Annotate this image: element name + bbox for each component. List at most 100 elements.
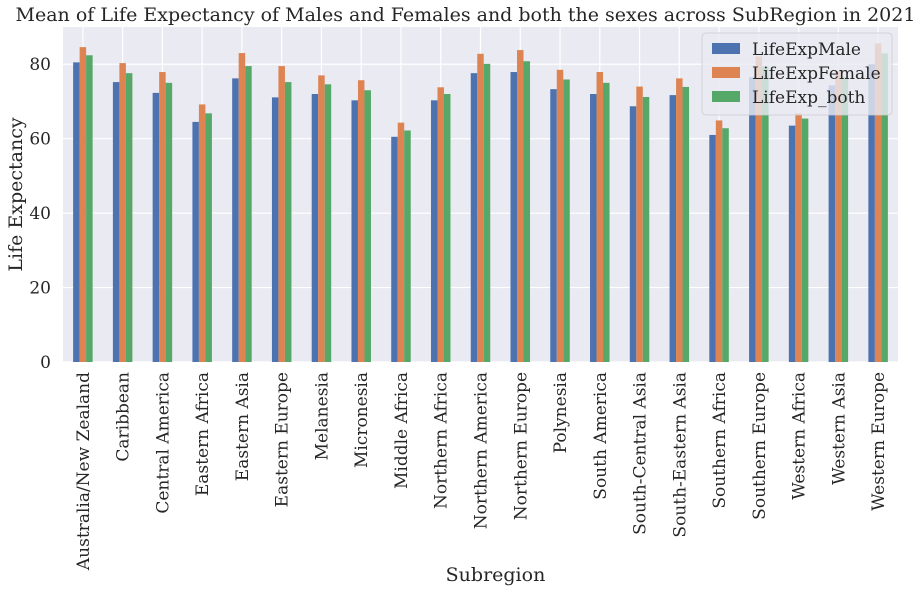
bar-lifeexpfemale bbox=[636, 86, 643, 363]
bar-lifeexpfemale bbox=[318, 75, 325, 362]
bar-lifeexpfemale bbox=[795, 113, 802, 362]
bar-lifeexpmale bbox=[470, 73, 478, 363]
bar-lifeexpmale bbox=[391, 136, 398, 362]
x-tick-label: South-Eastern Asia bbox=[670, 372, 690, 538]
y-tick-label: 60 bbox=[29, 130, 51, 150]
legend-swatch bbox=[712, 67, 740, 78]
bar-lifeexpmale bbox=[232, 78, 239, 362]
bar-lifeexpfemale bbox=[198, 104, 206, 362]
bar-lifeexpmale bbox=[311, 94, 319, 362]
bar-lifeexpmale bbox=[749, 77, 756, 362]
x-tick-label: Western Europe bbox=[869, 372, 889, 511]
bar-lifeexp-both bbox=[483, 63, 491, 362]
bar-lifeexpmale bbox=[430, 100, 438, 363]
y-axis-label: Life Expectancy bbox=[5, 117, 27, 271]
bar-lifeexp-both bbox=[205, 113, 212, 362]
y-tick-label: 40 bbox=[29, 204, 51, 224]
legend-box bbox=[701, 32, 893, 116]
x-tick-label: Western Africa bbox=[790, 372, 810, 500]
bar-lifeexpmale bbox=[152, 92, 160, 362]
bar-lifeexp-both bbox=[841, 76, 849, 362]
legend: LifeExpMale LifeExpFemale LifeExp_both bbox=[701, 32, 893, 116]
bar-lifeexp-both bbox=[125, 73, 133, 363]
bar-lifeexp-both bbox=[165, 82, 173, 362]
bar-lifeexp-both bbox=[523, 61, 531, 362]
bar-lifeexpmale bbox=[271, 97, 279, 362]
bar-lifeexpmale bbox=[112, 82, 120, 362]
bar-lifeexp-both bbox=[245, 66, 252, 362]
bar-lifeexpfemale bbox=[755, 56, 763, 363]
y-tick-label: 20 bbox=[29, 279, 51, 299]
x-tick-label: South America bbox=[591, 372, 611, 500]
bar-lifeexp-both bbox=[443, 94, 451, 362]
bar-lifeexp-both bbox=[86, 55, 93, 363]
bar-lifeexp-both bbox=[324, 84, 332, 363]
bars-group bbox=[73, 43, 888, 363]
bar-lifeexpmale bbox=[510, 72, 518, 363]
bar-lifeexpfemale bbox=[79, 47, 87, 362]
legend-label: LifeExpFemale bbox=[752, 64, 881, 84]
bar-lifeexpfemale bbox=[835, 70, 842, 362]
bar-lifeexpfemale bbox=[278, 66, 285, 362]
chart-title: Mean of Life Expectancy of Males and Fem… bbox=[16, 4, 915, 26]
bar-lifeexpmale bbox=[192, 121, 199, 363]
x-tick-label: Australia/New Zealand bbox=[74, 372, 94, 571]
bar-lifeexpfemale bbox=[119, 63, 126, 362]
bar-lifeexp-both bbox=[881, 53, 888, 363]
legend-swatch bbox=[712, 43, 740, 54]
bar-lifeexpmale bbox=[868, 64, 875, 362]
bar-lifeexpfemale bbox=[676, 78, 683, 362]
x-tick-label: Northern America bbox=[472, 372, 492, 529]
x-axis-ticks: Australia/New Zealand Caribbean Central Am… bbox=[74, 372, 889, 571]
x-tick-label: Northern Europe bbox=[511, 372, 531, 520]
bar-lifeexpmale bbox=[828, 85, 836, 362]
x-tick-label: Central America bbox=[153, 372, 173, 514]
bar-lifeexp-both bbox=[404, 130, 411, 362]
bar-lifeexpmale bbox=[351, 100, 358, 363]
bar-lifeexpmale bbox=[550, 89, 557, 363]
bar-lifeexpmale bbox=[669, 95, 677, 362]
legend-label: LifeExp_both bbox=[752, 88, 865, 108]
x-tick-label: Middle Africa bbox=[392, 372, 412, 489]
x-tick-label: Micronesia bbox=[352, 372, 372, 468]
x-tick-label: Southern Europe bbox=[750, 372, 770, 520]
bar-lifeexpmale bbox=[709, 134, 716, 362]
y-tick-label: 80 bbox=[29, 55, 51, 75]
bar-lifeexp-both bbox=[801, 118, 809, 362]
x-tick-label: Western Asia bbox=[829, 372, 849, 485]
bar-lifeexpmale bbox=[590, 94, 597, 362]
bar-lifeexp-both bbox=[682, 86, 690, 362]
bar-lifeexp-both bbox=[563, 79, 570, 362]
bar-lifeexpfemale bbox=[596, 72, 604, 363]
y-tick-label: 0 bbox=[40, 353, 51, 373]
bar-lifeexp-both bbox=[722, 128, 729, 362]
x-tick-label: Northern Africa bbox=[432, 372, 452, 509]
x-tick-label: Melanesia bbox=[312, 372, 332, 460]
x-axis-label: Subregion bbox=[446, 564, 546, 586]
bar-lifeexpfemale bbox=[238, 53, 246, 363]
legend-label: LifeExpMale bbox=[752, 40, 861, 60]
x-tick-label: Polynesia bbox=[551, 372, 571, 453]
bar-lifeexpfemale bbox=[477, 53, 484, 363]
bar-lifeexp-both bbox=[284, 82, 292, 362]
bar-lifeexpfemale bbox=[159, 72, 166, 363]
bar-lifeexpfemale bbox=[517, 50, 524, 362]
bar-lifeexpmale bbox=[629, 106, 637, 363]
legend-swatch bbox=[712, 91, 740, 102]
x-tick-label: Southern Africa bbox=[710, 372, 730, 509]
x-tick-label: Caribbean bbox=[114, 372, 134, 462]
x-tick-label: South-Central Asia bbox=[631, 372, 651, 535]
bar-lifeexpfemale bbox=[357, 80, 365, 362]
bar-lifeexpfemale bbox=[715, 120, 723, 362]
bar-lifeexpfemale bbox=[874, 43, 882, 362]
bar-lifeexpmale bbox=[73, 62, 80, 362]
bar-lifeexp-both bbox=[603, 82, 610, 362]
x-tick-label: Eastern Europe bbox=[273, 372, 293, 507]
bar-lifeexp-both bbox=[762, 66, 769, 362]
x-tick-label: Eastern Africa bbox=[193, 372, 213, 496]
bar-lifeexp-both bbox=[642, 96, 650, 362]
y-axis-ticks: 0 20 40 60 80 bbox=[29, 55, 51, 373]
bar-lifeexpfemale bbox=[556, 69, 564, 363]
bar-lifeexpfemale bbox=[397, 122, 405, 363]
